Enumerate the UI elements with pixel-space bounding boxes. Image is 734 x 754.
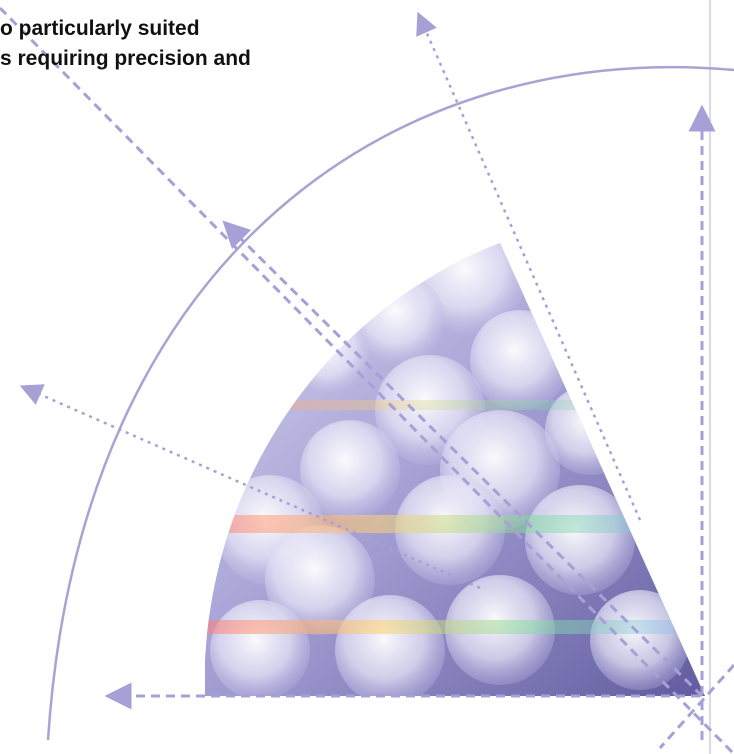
arrow-diagonal-short: [222, 220, 704, 698]
large-arc: [46, 65, 734, 741]
arrow-upper-left: [19, 384, 481, 590]
cross-stroke: [658, 664, 734, 749]
headline-text: o particularly suited s requiring precis…: [0, 14, 420, 74]
arrow-diagonal-long: [0, 6, 734, 754]
arrow-upper-right: [416, 11, 642, 521]
bokeh-wedge: [205, 243, 705, 696]
headline-line-2: s requiring precision and: [0, 47, 251, 70]
headline-line-1: o particularly suited: [0, 17, 200, 40]
